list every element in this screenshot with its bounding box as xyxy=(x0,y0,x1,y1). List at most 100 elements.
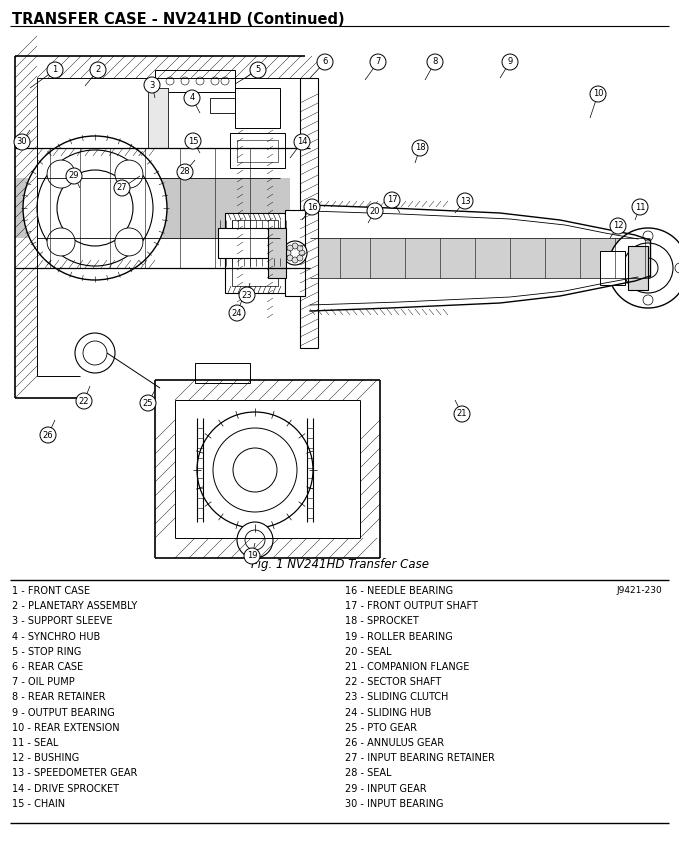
Bar xyxy=(600,251,625,285)
Circle shape xyxy=(144,77,160,93)
Circle shape xyxy=(294,134,310,150)
Circle shape xyxy=(292,243,298,249)
Text: 11: 11 xyxy=(635,203,645,211)
Circle shape xyxy=(457,193,473,209)
Text: 22: 22 xyxy=(79,397,89,405)
Circle shape xyxy=(237,522,273,558)
Text: 24: 24 xyxy=(232,309,242,317)
Text: 4: 4 xyxy=(189,93,195,103)
Circle shape xyxy=(610,218,626,234)
Circle shape xyxy=(287,245,293,251)
Circle shape xyxy=(47,160,75,188)
Text: 19 - ROLLER BEARING: 19 - ROLLER BEARING xyxy=(345,632,453,642)
Circle shape xyxy=(14,134,30,150)
Circle shape xyxy=(140,395,156,411)
Bar xyxy=(195,363,250,383)
Circle shape xyxy=(66,168,82,184)
Text: 28 - SEAL: 28 - SEAL xyxy=(345,768,392,778)
Text: 8 - REAR RETAINER: 8 - REAR RETAINER xyxy=(12,693,105,702)
Text: 30 - INPUT BEARING: 30 - INPUT BEARING xyxy=(345,799,443,809)
Circle shape xyxy=(245,530,265,550)
Circle shape xyxy=(643,295,653,305)
Text: 1: 1 xyxy=(52,65,58,75)
Bar xyxy=(300,78,318,348)
Circle shape xyxy=(638,258,658,278)
Text: 12: 12 xyxy=(612,221,623,231)
Text: 4 - SYNCHRO HUB: 4 - SYNCHRO HUB xyxy=(12,632,100,642)
Circle shape xyxy=(57,170,133,246)
Bar xyxy=(268,228,286,278)
Circle shape xyxy=(675,263,679,273)
Circle shape xyxy=(213,428,297,512)
Circle shape xyxy=(40,427,56,443)
Bar xyxy=(0,32,679,580)
Circle shape xyxy=(90,62,106,78)
Circle shape xyxy=(76,393,92,409)
Text: 17: 17 xyxy=(386,196,397,204)
Bar xyxy=(232,220,278,286)
Text: 17 - FRONT OUTPUT SHAFT: 17 - FRONT OUTPUT SHAFT xyxy=(345,601,478,611)
Text: 29: 29 xyxy=(69,171,79,181)
Circle shape xyxy=(590,86,606,102)
Circle shape xyxy=(384,192,400,208)
Circle shape xyxy=(114,180,130,196)
Text: 2: 2 xyxy=(95,65,100,75)
Bar xyxy=(210,98,255,113)
Text: 10 - REAR EXTENSION: 10 - REAR EXTENSION xyxy=(12,722,120,733)
Bar xyxy=(218,228,292,258)
Text: 2 - PLANETARY ASSEMBLY: 2 - PLANETARY ASSEMBLY xyxy=(12,601,137,611)
Circle shape xyxy=(243,94,271,122)
Circle shape xyxy=(115,228,143,256)
Text: 1 - FRONT CASE: 1 - FRONT CASE xyxy=(12,586,90,596)
Bar xyxy=(235,88,280,128)
Circle shape xyxy=(221,77,229,85)
Circle shape xyxy=(502,54,518,70)
Text: 21: 21 xyxy=(457,410,467,419)
Circle shape xyxy=(249,100,265,116)
Text: 24 - SLIDING HUB: 24 - SLIDING HUB xyxy=(345,707,431,717)
Text: 10: 10 xyxy=(593,90,603,98)
Circle shape xyxy=(184,90,200,106)
Text: 5: 5 xyxy=(255,65,261,75)
Circle shape xyxy=(37,150,153,266)
Circle shape xyxy=(181,77,189,85)
Text: 21 - COMPANION FLANGE: 21 - COMPANION FLANGE xyxy=(345,662,469,672)
Text: 9: 9 xyxy=(507,58,513,66)
Text: 8: 8 xyxy=(433,58,438,66)
Circle shape xyxy=(297,245,303,251)
Circle shape xyxy=(196,77,204,85)
Text: TRANSFER CASE - NV241HD (Continued): TRANSFER CASE - NV241HD (Continued) xyxy=(12,12,345,27)
Bar xyxy=(237,140,278,162)
Circle shape xyxy=(297,255,303,261)
Circle shape xyxy=(370,54,386,70)
Bar xyxy=(230,133,285,168)
Bar xyxy=(628,246,648,290)
Text: 11 - SEAL: 11 - SEAL xyxy=(12,738,58,748)
Text: 23: 23 xyxy=(242,291,253,299)
Bar xyxy=(148,88,168,148)
Text: 3: 3 xyxy=(149,81,155,90)
Bar xyxy=(155,70,235,92)
Circle shape xyxy=(47,228,75,256)
Circle shape xyxy=(83,341,107,365)
Circle shape xyxy=(304,199,320,215)
Text: 15 - CHAIN: 15 - CHAIN xyxy=(12,799,65,809)
Text: 3 - SUPPORT SLEEVE: 3 - SUPPORT SLEEVE xyxy=(12,616,113,627)
Text: 30: 30 xyxy=(17,137,27,147)
Text: 20 - SEAL: 20 - SEAL xyxy=(345,647,392,657)
Text: 6 - REAR CASE: 6 - REAR CASE xyxy=(12,662,83,672)
Circle shape xyxy=(197,412,313,528)
Text: 15: 15 xyxy=(188,137,198,146)
Circle shape xyxy=(229,305,245,321)
Circle shape xyxy=(233,448,277,492)
Text: 25 - PTO GEAR: 25 - PTO GEAR xyxy=(345,722,417,733)
Circle shape xyxy=(287,255,293,261)
Text: 7 - OIL PUMP: 7 - OIL PUMP xyxy=(12,678,75,687)
Circle shape xyxy=(244,548,260,564)
Circle shape xyxy=(632,199,648,215)
Text: 26 - ANNULUS GEAR: 26 - ANNULUS GEAR xyxy=(345,738,444,748)
Circle shape xyxy=(292,257,298,263)
Text: 20: 20 xyxy=(370,207,380,215)
Text: 13 - SPEEDOMETER GEAR: 13 - SPEEDOMETER GEAR xyxy=(12,768,137,778)
Text: 13: 13 xyxy=(460,197,471,205)
